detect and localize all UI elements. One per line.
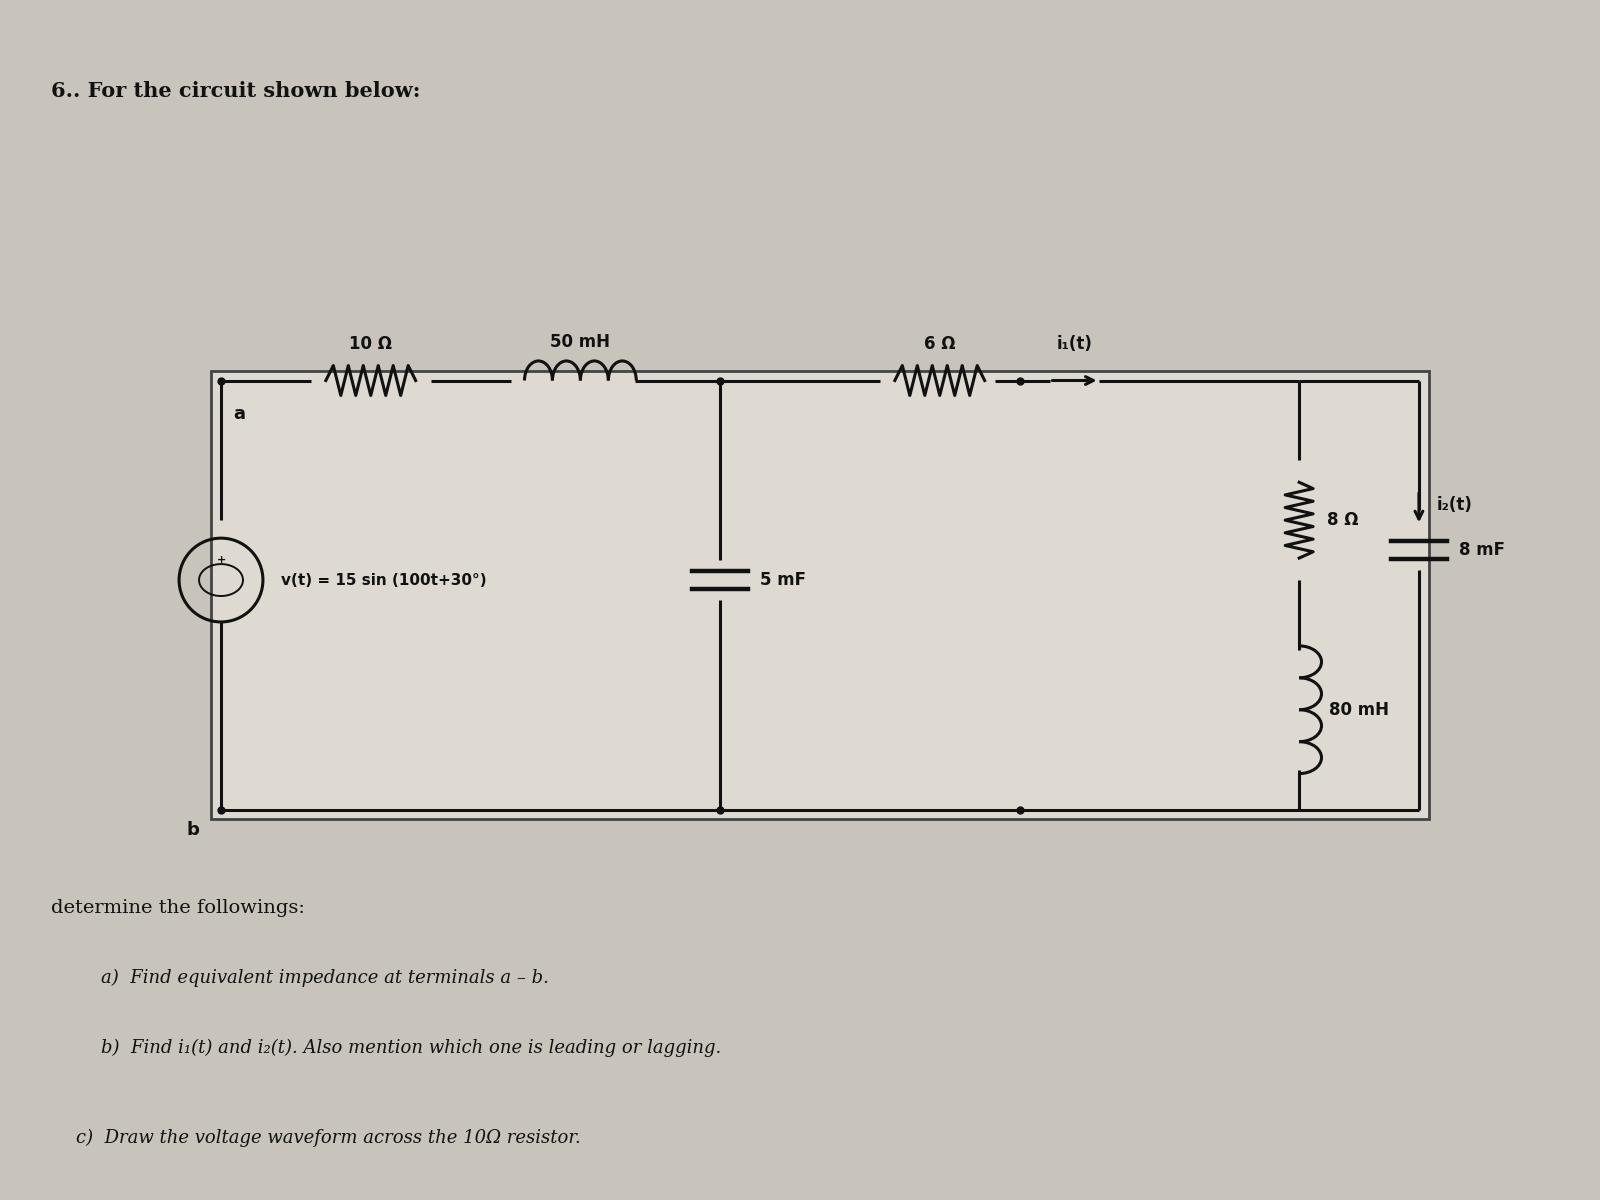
Text: b)  Find i₁(t) and i₂(t). Also mention which one is leading or lagging.: b) Find i₁(t) and i₂(t). Also mention wh…	[101, 1039, 722, 1057]
Text: a)  Find equivalent impedance at terminals a – b.: a) Find equivalent impedance at terminal…	[101, 970, 549, 988]
Text: 6 Ω: 6 Ω	[925, 335, 955, 353]
Text: i₂(t): i₂(t)	[1437, 497, 1472, 515]
FancyBboxPatch shape	[211, 371, 1429, 820]
Text: 80 mH: 80 mH	[1330, 701, 1389, 719]
Text: +: +	[216, 556, 226, 565]
Text: determine the followings:: determine the followings:	[51, 899, 306, 917]
Text: v(t) = 15 sin (100t+30°): v(t) = 15 sin (100t+30°)	[282, 572, 486, 588]
Text: 5 mF: 5 mF	[760, 571, 806, 589]
Text: 6.. For the circuit shown below:: 6.. For the circuit shown below:	[51, 82, 421, 101]
Text: i₁(t): i₁(t)	[1056, 335, 1093, 353]
Text: b: b	[186, 822, 198, 840]
Text: 50 mH: 50 mH	[550, 332, 610, 350]
Text: a: a	[234, 406, 245, 424]
Text: 8 Ω: 8 Ω	[1326, 511, 1358, 529]
Text: c)  Draw the voltage waveform across the 10Ω resistor.: c) Draw the voltage waveform across the …	[77, 1129, 581, 1147]
Text: 8 mF: 8 mF	[1459, 541, 1506, 559]
Text: 10 Ω: 10 Ω	[349, 335, 392, 353]
